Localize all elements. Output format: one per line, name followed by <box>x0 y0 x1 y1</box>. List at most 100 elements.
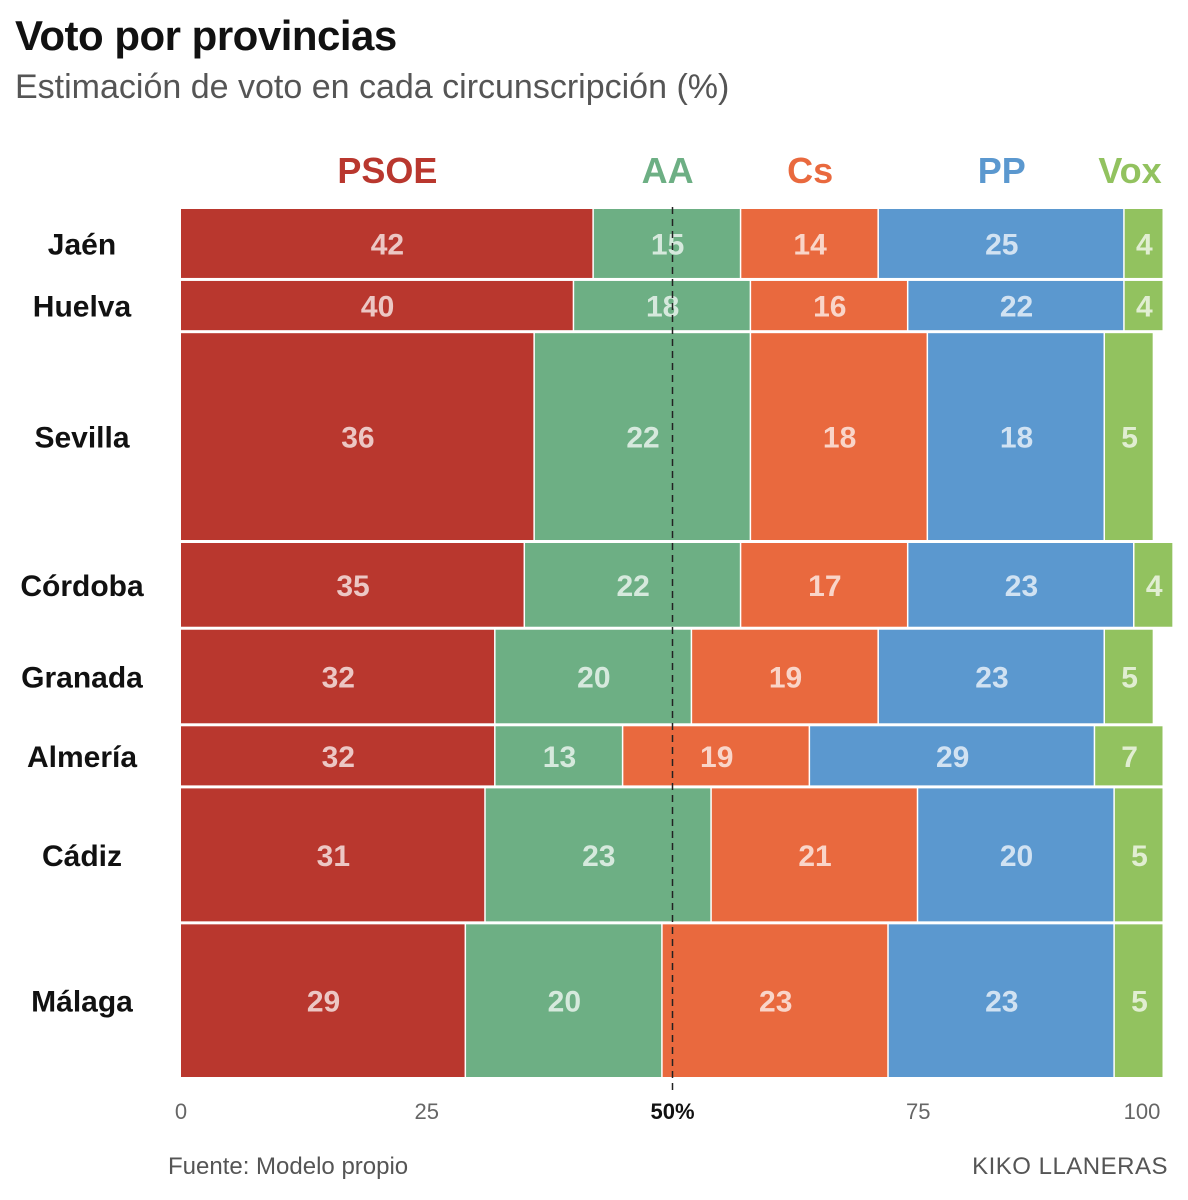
bar-cordoba-vox <box>1134 543 1173 627</box>
chart-subtitle: Estimación de voto en cada circunscripci… <box>15 68 730 106</box>
data-label-jaen-cs: 14 <box>793 228 827 261</box>
data-label-sevilla-cs: 18 <box>823 422 856 455</box>
bar-huelva-cs <box>751 280 907 331</box>
data-label-huelva-psoe: 40 <box>361 291 394 324</box>
bar-row-huelva: 40 18 16 22 4 <box>181 280 1163 331</box>
data-label-granada-psoe: 32 <box>322 662 355 695</box>
bar-jaen-pp <box>878 209 1124 278</box>
data-label-granada-vox: 5 <box>1121 662 1138 695</box>
bar-granada-pp <box>878 629 1104 724</box>
bar-malaga-vox <box>1114 924 1163 1077</box>
x-tick-50: 50% <box>650 1099 694 1124</box>
data-label-almeria-vox: 7 <box>1121 741 1138 774</box>
data-label-cordoba-psoe: 35 <box>336 570 369 603</box>
bar-row-cadiz: 31 23 21 20 5 <box>181 788 1163 922</box>
bar-sevilla-psoe <box>181 333 534 541</box>
row-label-malaga: Málaga <box>31 986 133 1019</box>
data-label-granada-aa: 20 <box>577 662 610 695</box>
bar-cordoba-cs <box>741 543 907 627</box>
bar-cadiz-vox <box>1114 788 1163 922</box>
bar-row-cordoba: 35 22 17 23 4 <box>181 543 1173 627</box>
legend-vox: Vox <box>1098 150 1161 191</box>
bar-sevilla-vox <box>1105 333 1153 541</box>
data-label-huelva-pp: 22 <box>1000 291 1033 324</box>
legend-psoe: PSOE <box>337 150 437 191</box>
legend-cs: Cs <box>787 150 833 191</box>
bar-granada-cs <box>692 629 878 724</box>
bar-almeria-aa <box>495 726 622 786</box>
data-label-sevilla-aa: 22 <box>626 422 659 455</box>
bar-malaga-cs <box>662 924 888 1077</box>
bar-granada-aa <box>495 629 691 724</box>
x-tick-25: 25 <box>415 1099 439 1124</box>
data-label-granada-pp: 23 <box>975 662 1008 695</box>
bar-cordoba-pp <box>908 543 1134 627</box>
data-label-malaga-cs: 23 <box>759 986 792 1019</box>
bar-almeria-vox <box>1095 726 1163 786</box>
bar-huelva-aa <box>574 280 750 331</box>
bar-cadiz-pp <box>918 788 1114 922</box>
data-label-malaga-vox: 5 <box>1131 986 1148 1019</box>
bar-row-malaga: 29 20 23 23 5 <box>181 924 1163 1077</box>
data-label-cadiz-aa: 23 <box>582 840 615 873</box>
data-label-malaga-pp: 23 <box>985 986 1018 1019</box>
row-labels: Jaén Huelva Sevilla Córdoba Granada Almería Cá… <box>20 228 144 1018</box>
data-label-cadiz-cs: 21 <box>798 840 831 873</box>
data-label-almeria-aa: 13 <box>543 741 576 774</box>
data-label-sevilla-vox: 5 <box>1121 422 1138 455</box>
data-label-cadiz-psoe: 31 <box>317 840 350 873</box>
data-label-malaga-aa: 20 <box>548 986 581 1019</box>
row-label-cadiz: Cádiz <box>42 840 122 873</box>
data-label-cadiz-vox: 5 <box>1131 840 1148 873</box>
bar-huelva-pp <box>908 280 1124 331</box>
data-label-sevilla-pp: 18 <box>1000 422 1033 455</box>
row-label-sevilla: Sevilla <box>34 422 129 455</box>
row-label-huelva: Huelva <box>33 291 132 324</box>
data-label-jaen-psoe: 42 <box>371 228 404 261</box>
data-label-cordoba-pp: 23 <box>1005 570 1038 603</box>
bar-sevilla-pp <box>928 333 1104 541</box>
bar-cordoba-psoe <box>181 543 524 627</box>
bar-malaga-psoe <box>181 924 465 1077</box>
bar-granada-psoe <box>181 629 495 724</box>
bars: 42 15 14 25 4 40 18 16 22 4 36 22 18 18 5 35 22 17 23 4 32 20… <box>181 209 1173 1077</box>
bar-granada-vox <box>1105 629 1153 724</box>
bar-cordoba-aa <box>525 543 740 627</box>
row-label-cordoba: Córdoba <box>20 570 144 603</box>
bar-row-granada: 32 20 19 23 5 <box>181 629 1153 724</box>
bar-row-jaen: 42 15 14 25 4 <box>181 209 1163 278</box>
data-label-sevilla-psoe: 36 <box>341 422 374 455</box>
data-label-cordoba-vox: 4 <box>1146 570 1163 603</box>
bar-sevilla-cs <box>751 333 927 541</box>
bar-huelva-vox <box>1124 280 1163 331</box>
data-label-cordoba-aa: 22 <box>616 570 649 603</box>
bar-jaen-cs <box>741 209 878 278</box>
data-label-jaen-pp: 25 <box>985 228 1018 261</box>
data-label-malaga-psoe: 29 <box>307 986 340 1019</box>
bar-almeria-psoe <box>181 726 495 786</box>
x-axis: 0 25 50% 75 100 <box>175 1099 1160 1124</box>
data-label-almeria-cs: 19 <box>700 741 733 774</box>
bar-cadiz-cs <box>711 788 917 922</box>
bar-row-sevilla: 36 22 18 18 5 <box>181 333 1153 541</box>
x-tick-75: 75 <box>906 1099 930 1124</box>
data-label-almeria-psoe: 32 <box>322 741 355 774</box>
data-label-huelva-vox: 4 <box>1136 291 1153 324</box>
row-label-jaen: Jaén <box>48 228 116 261</box>
bar-cadiz-psoe <box>181 788 485 922</box>
bar-almeria-pp <box>810 726 1094 786</box>
data-label-jaen-aa: 15 <box>651 228 684 261</box>
data-label-cordoba-cs: 17 <box>808 570 841 603</box>
legend: PSOE AA Cs PP Vox <box>337 150 1161 191</box>
bar-jaen-psoe <box>181 209 593 278</box>
chart-title: Voto por provincias <box>15 12 397 59</box>
bar-row-almeria: 32 13 19 29 7 <box>181 726 1163 786</box>
bar-jaen-aa <box>593 209 740 278</box>
row-label-almeria: Almería <box>27 741 137 774</box>
legend-aa: AA <box>642 150 694 191</box>
data-label-cadiz-pp: 20 <box>1000 840 1033 873</box>
data-label-jaen-vox: 4 <box>1136 228 1153 261</box>
bar-malaga-pp <box>888 924 1114 1077</box>
data-label-almeria-pp: 29 <box>936 741 969 774</box>
